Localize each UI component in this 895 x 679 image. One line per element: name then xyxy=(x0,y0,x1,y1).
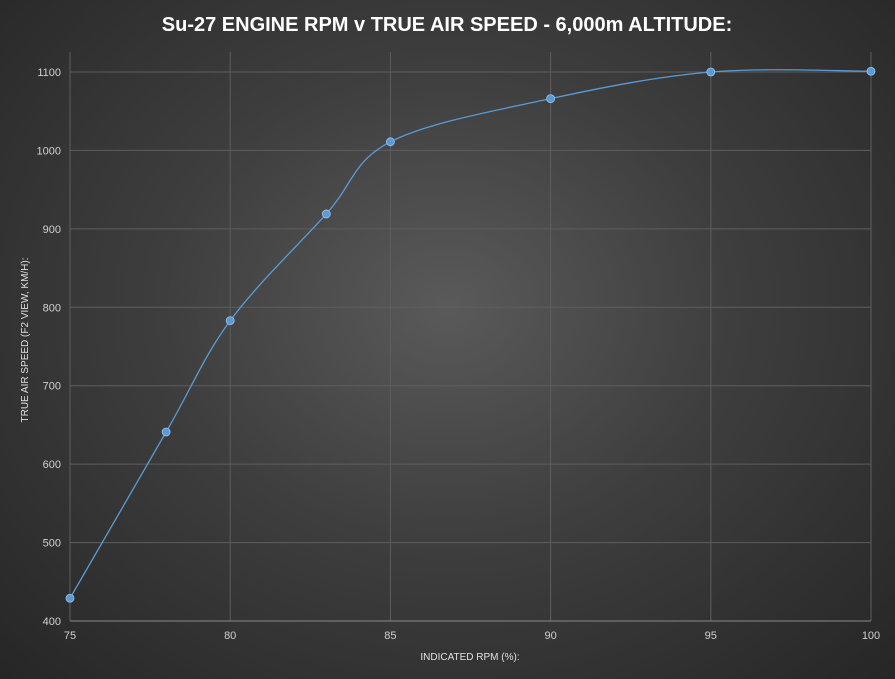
x-tick-label: 100 xyxy=(862,630,880,642)
y-tick-label: 1000 xyxy=(37,145,61,157)
x-tick-label: 75 xyxy=(64,630,76,642)
series xyxy=(65,66,876,603)
grid xyxy=(69,52,872,622)
x-axis-label: INDICATED RPM (%): xyxy=(420,652,519,663)
y-tick-label: 900 xyxy=(43,224,61,236)
y-tick-label: 500 xyxy=(43,538,61,550)
y-axis-label: TRUE AIR SPEED (F2 VIEW, KM/H): xyxy=(20,257,31,422)
x-tick-label: 85 xyxy=(384,630,396,642)
data-point xyxy=(706,67,716,77)
data-point xyxy=(161,427,171,437)
data-point xyxy=(385,137,395,147)
y-tick-label: 400 xyxy=(43,616,61,628)
data-point xyxy=(225,316,235,326)
y-tick-label: 600 xyxy=(43,459,61,471)
y-tick-label: 800 xyxy=(43,302,61,314)
ticks: 400 500 600 700 800 900 1000 1100 75 80 85 90 95 100 xyxy=(37,67,881,642)
series-line xyxy=(69,69,872,599)
y-tick-label: 1100 xyxy=(37,67,61,79)
chart-title: Su-27 ENGINE RPM v TRUE AIR SPEED - 6,00… xyxy=(162,14,732,36)
x-tick-label: 80 xyxy=(224,630,236,642)
data-point xyxy=(546,94,555,104)
x-tick-label: 95 xyxy=(705,630,717,642)
data-point xyxy=(65,593,75,603)
y-tick-label: 700 xyxy=(43,381,61,393)
data-point xyxy=(321,209,331,219)
x-tick-label: 90 xyxy=(544,630,556,642)
data-point xyxy=(866,66,876,76)
